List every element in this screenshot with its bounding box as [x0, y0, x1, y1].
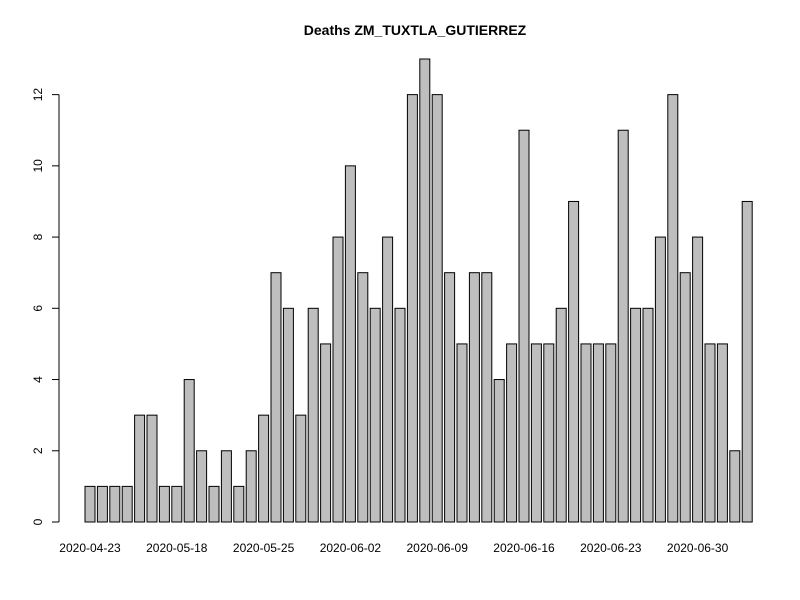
bar	[220, 450, 232, 523]
y-tick-label: 2	[31, 447, 45, 454]
bar	[146, 414, 158, 523]
bar	[506, 343, 518, 523]
bar	[233, 485, 245, 523]
bar	[270, 272, 282, 523]
y-tick-label: 12	[31, 88, 45, 102]
bar	[630, 307, 642, 523]
y-tick-label: 4	[31, 376, 45, 383]
bar	[332, 236, 344, 523]
x-tick-label: 2020-05-18	[146, 541, 208, 555]
bar	[369, 307, 381, 523]
x-tick-label: 2020-06-02	[320, 541, 382, 555]
bar	[344, 165, 356, 523]
bar	[307, 307, 319, 523]
bar	[741, 200, 753, 523]
bar	[654, 236, 666, 523]
bar	[518, 129, 530, 523]
x-tick-label: 2020-06-09	[407, 541, 469, 555]
y-tick-label: 0	[31, 518, 45, 525]
bar	[431, 94, 443, 523]
bar	[555, 307, 567, 523]
bar	[605, 343, 617, 523]
x-tick-label: 2020-06-16	[493, 541, 555, 555]
bar	[704, 343, 716, 523]
bar	[580, 343, 592, 523]
bar	[568, 200, 580, 523]
y-tick-label: 8	[31, 233, 45, 240]
bar	[406, 94, 418, 523]
bar	[382, 236, 394, 523]
y-axis: 0 2 4 6 8 10 12	[31, 88, 60, 525]
bar	[295, 414, 307, 523]
bar	[493, 379, 505, 523]
x-tick-label: 2020-04-23	[59, 541, 121, 555]
bar	[121, 485, 133, 523]
x-tick-label: 2020-06-30	[667, 541, 729, 555]
bar	[208, 485, 220, 523]
bar	[481, 272, 493, 523]
bar	[394, 307, 406, 523]
x-tick-label: 2020-06-23	[580, 541, 642, 555]
bar	[84, 485, 96, 523]
bar	[258, 414, 270, 523]
bar	[692, 236, 704, 523]
bar	[282, 307, 294, 523]
bar	[109, 485, 121, 523]
bar	[183, 379, 195, 523]
bar	[444, 272, 456, 523]
y-tick-label: 6	[31, 305, 45, 312]
bar	[667, 94, 679, 523]
bar	[171, 485, 183, 523]
bar	[419, 58, 431, 523]
bar	[530, 343, 542, 523]
bar	[158, 485, 170, 523]
bar	[320, 343, 332, 523]
bar	[196, 450, 208, 523]
bar	[96, 485, 108, 523]
bar	[716, 343, 728, 523]
bar	[134, 414, 146, 523]
bar	[679, 272, 691, 523]
bar	[456, 343, 468, 523]
bar	[617, 129, 629, 523]
bars	[84, 58, 753, 523]
bar	[642, 307, 654, 523]
bar	[543, 343, 555, 523]
bar	[592, 343, 604, 523]
x-tick-label: 2020-05-25	[233, 541, 295, 555]
bar	[468, 272, 480, 523]
x-axis: 2020-04-23 2020-05-18 2020-05-25 2020-06-02…	[59, 541, 728, 555]
bar	[245, 450, 257, 523]
bar	[357, 272, 369, 523]
bar	[729, 450, 741, 523]
chart-title: Deaths ZM_TUXTLA_GUTIERREZ	[304, 22, 527, 38]
y-tick-label: 10	[31, 159, 45, 173]
